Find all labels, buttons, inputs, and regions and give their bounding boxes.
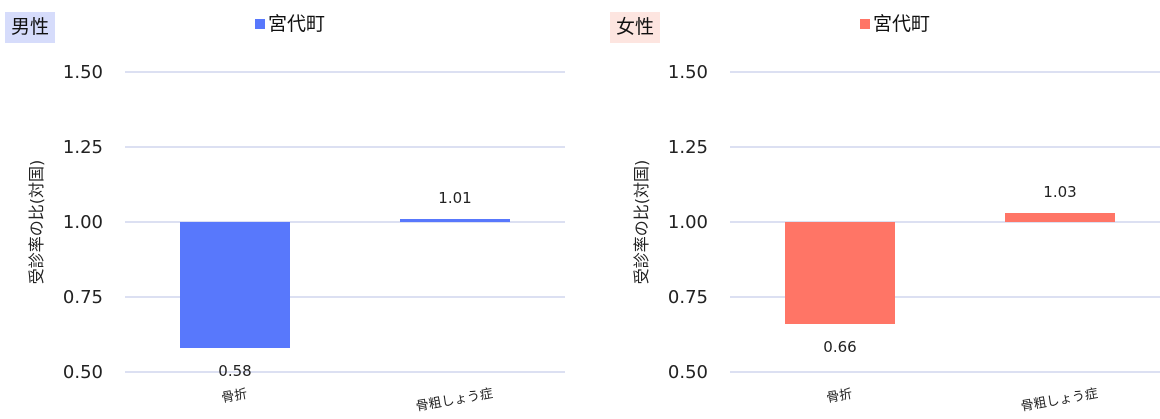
- x-category-label: 骨粗しょう症: [415, 386, 494, 414]
- legend-label: 宮代町: [873, 13, 931, 35]
- bar: [785, 222, 895, 324]
- legend: 宮代町: [860, 13, 930, 35]
- y-tick-label: 1.25: [63, 137, 103, 158]
- x-category-label: 骨折: [825, 387, 853, 406]
- plot-male: 受診率の比(対国) 0.50 0.75 1.00 1.25 1.50 0.58 骨折 1.01…: [27, 62, 565, 415]
- bar: [1005, 213, 1115, 222]
- legend-swatch: [860, 19, 870, 29]
- y-tick-label: 0.75: [63, 287, 103, 308]
- y-tick-label: 1.00: [668, 212, 708, 233]
- data-label: 0.66: [823, 338, 856, 356]
- y-tick-label: 0.75: [668, 287, 708, 308]
- y-tick-label: 1.00: [63, 212, 103, 233]
- legend-label: 宮代町: [268, 13, 326, 35]
- chart-panel-male: 男性 宮代町 受診率の比(対国) 0.50 0.75 1.00 1.25 1.50 0.5…: [0, 0, 565, 419]
- y-tick-label: 1.50: [63, 62, 103, 83]
- bar: [180, 222, 290, 348]
- y-axis-label: 受診率の比(対国): [27, 160, 46, 285]
- plot-female: 受診率の比(対国) 0.50 0.75 1.00 1.25 1.50 0.66 骨折 1.03…: [632, 62, 1160, 415]
- data-label: 1.01: [438, 189, 471, 207]
- bar: [400, 219, 510, 222]
- chart-panel-female: 女性 宮代町 受診率の比(対国) 0.50 0.75 1.00 1.25 1.50 0.6…: [605, 0, 1160, 419]
- panel-label-male: 男性: [5, 12, 56, 43]
- legend: 宮代町: [255, 13, 325, 35]
- y-tick-label: 1.50: [668, 62, 708, 83]
- legend-swatch: [255, 19, 265, 29]
- y-tick-label: 0.50: [63, 362, 103, 383]
- data-label: 0.58: [218, 362, 251, 380]
- x-category-label: 骨折: [220, 387, 248, 406]
- y-tick-label: 1.25: [668, 137, 708, 158]
- panel-label-female: 女性: [610, 12, 661, 43]
- y-tick-label: 0.50: [668, 362, 708, 383]
- y-axis-label: 受診率の比(対国): [632, 160, 651, 285]
- data-label: 1.03: [1043, 183, 1076, 201]
- x-category-label: 骨粗しょう症: [1020, 386, 1099, 414]
